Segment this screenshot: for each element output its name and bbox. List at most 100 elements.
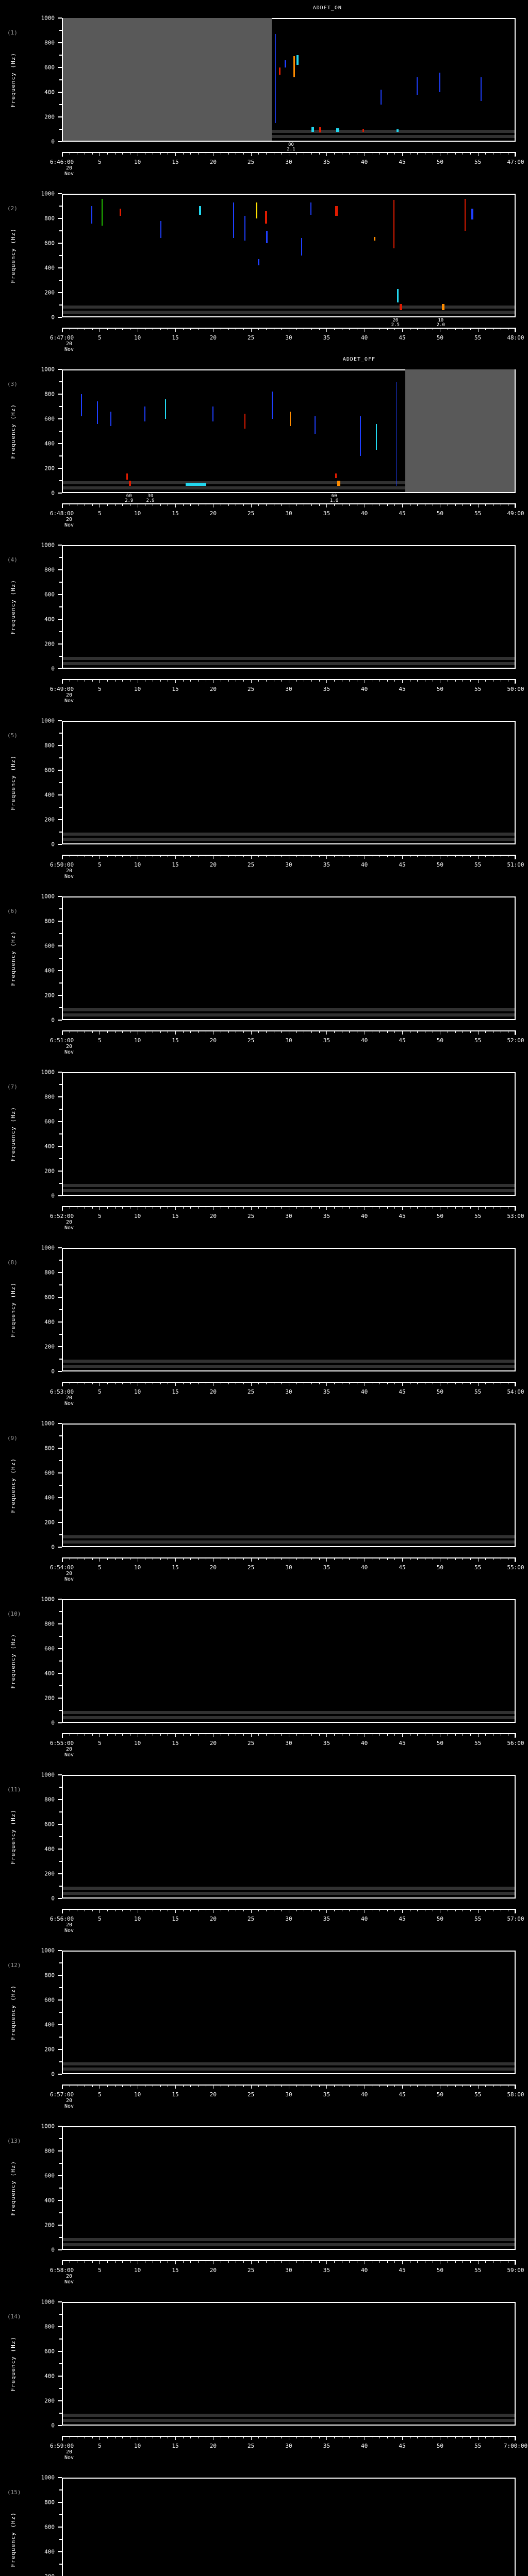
x-tick-minor	[485, 2260, 486, 2263]
x-tick-minor	[387, 1909, 388, 1911]
x-tick-label: 30	[285, 1213, 292, 1219]
x-axis-end-cap	[62, 2436, 63, 2441]
x-tick-label: 10	[134, 861, 141, 868]
x-tick-minor	[122, 328, 123, 330]
detection-trace	[275, 34, 276, 123]
y-tick-mark	[58, 2249, 62, 2250]
x-tick-label: 35	[323, 1740, 330, 1747]
x-tick-minor	[296, 1030, 297, 1033]
spectrogram-plot-area[interactable]	[62, 369, 516, 493]
y-tick-mark-minor	[59, 1660, 62, 1662]
x-tick-major	[326, 1382, 327, 1386]
x-tick-label: 45	[399, 159, 406, 165]
x-axis-end-cap	[62, 679, 63, 684]
spectrogram-panel: (12) Frequency (Hz) 0 200 400 600 800 1000 6:57:…	[0, 1933, 528, 2115]
spectrogram-plot-area[interactable]	[62, 1072, 516, 1196]
x-tick-label: 30	[285, 861, 292, 868]
spectrogram-plot-area[interactable]	[62, 18, 516, 142]
x-tick-minor	[114, 1382, 116, 1384]
spectrogram-panel: (13) Frequency (Hz) 0 200 400 600 800 1000 6:58:…	[0, 2108, 528, 2291]
detection-trace	[185, 482, 206, 486]
y-tick-mark	[58, 1171, 62, 1172]
x-tick-label: 15	[172, 510, 179, 517]
y-tick-mark	[58, 1698, 62, 1699]
x-tick-minor	[485, 1733, 486, 1736]
x-tick-minor	[114, 1557, 116, 1560]
x-tick-minor	[160, 1382, 161, 1384]
spectrogram-plot-area[interactable]	[62, 1951, 516, 2074]
y-tick-label: 400	[44, 89, 55, 96]
x-tick-label: 10	[134, 1564, 141, 1571]
x-tick-minor	[198, 1557, 199, 1560]
x-tick-minor	[319, 855, 320, 857]
y-tick-mark	[58, 844, 62, 845]
y-tick-label: 400	[44, 1143, 55, 1150]
y-tick-mark	[58, 1146, 62, 1147]
y-tick-mark-minor	[59, 2413, 62, 2414]
y-tick-mark	[58, 1950, 62, 1951]
y-tick-mark-minor	[59, 2061, 62, 2062]
x-tick-major	[251, 2084, 252, 2089]
y-tick-mark-minor	[59, 381, 62, 382]
x-axis-end-cap	[515, 1030, 516, 1035]
detection-trace	[97, 401, 98, 424]
x-tick-minor	[319, 328, 320, 330]
x-tick-label: 10	[134, 2443, 141, 2449]
x-tick-minor	[266, 152, 267, 155]
y-tick-mark	[58, 2049, 62, 2050]
x-tick-label: 30	[285, 1388, 292, 1395]
spectrogram-plot-area[interactable]	[62, 1599, 516, 1723]
detection-trace	[285, 60, 287, 67]
y-tick-mark-minor	[59, 656, 62, 657]
x-tick-minor	[296, 1557, 297, 1560]
y-tick-label: 400	[44, 2548, 55, 2555]
y-tick-mark-minor	[59, 557, 62, 558]
x-tick-minor	[258, 2084, 259, 2087]
spectrogram-plot-area[interactable]	[62, 545, 516, 669]
frequency-band-guide	[63, 1189, 515, 1192]
y-tick-mark	[58, 720, 62, 721]
x-tick-label: 40	[361, 334, 368, 341]
y-tick-mark	[58, 1321, 62, 1323]
x-tick-minor	[387, 2260, 388, 2263]
spectrogram-plot-area[interactable]	[62, 721, 516, 844]
x-tick-minor	[183, 328, 184, 330]
detection-trace	[376, 423, 377, 450]
x-tick-minor	[160, 152, 161, 155]
x-tick-minor	[417, 1382, 418, 1384]
y-axis: 0 200 400 600 800 1000	[0, 1597, 62, 1726]
x-tick-minor	[92, 1557, 93, 1560]
x-tick-minor	[228, 2084, 229, 2087]
y-tick-mark	[58, 1873, 62, 1874]
y-tick-label: 200	[44, 2397, 55, 2404]
spectrogram-plot-area[interactable]	[62, 1775, 516, 1899]
x-tick-major	[326, 1206, 327, 1210]
spectrogram-plot-area[interactable]	[62, 1248, 516, 1371]
x-tick-label: 50	[436, 1213, 443, 1219]
spectrogram-plot-area[interactable]	[62, 194, 516, 317]
y-tick-mark-minor	[59, 1710, 62, 1711]
x-tick-minor	[198, 1030, 199, 1033]
x-tick-minor	[387, 1206, 388, 1209]
x-tick-minor	[349, 679, 350, 682]
x-tick-minor	[198, 503, 199, 506]
y-tick-mark	[58, 443, 62, 444]
y-tick-mark	[58, 921, 62, 922]
x-tick-minor	[455, 328, 456, 330]
x-tick-minor	[394, 679, 395, 682]
y-tick-mark-minor	[59, 1133, 62, 1134]
x-tick-minor	[114, 679, 116, 682]
spectrogram-plot-area[interactable]	[62, 1423, 516, 1547]
spectrogram-plot-area[interactable]	[62, 2126, 516, 2250]
y-tick-label: 800	[44, 1620, 55, 1628]
x-tick-minor	[319, 1557, 320, 1560]
spectrogram-plot-area[interactable]	[62, 2478, 516, 2576]
y-axis: 0 200 400 600 800 1000	[0, 15, 62, 145]
spectrogram-plot-area[interactable]	[62, 2302, 516, 2426]
spectrogram-plot-area[interactable]	[62, 896, 516, 1020]
x-tick-minor	[243, 1382, 244, 1384]
y-tick-mark	[58, 945, 62, 946]
y-tick-mark	[58, 770, 62, 771]
x-tick-label: 45	[399, 1037, 406, 1044]
x-axis: 6:48:00 5 10 15 20 25 30 35 40 45 50 55 49:00 20 Nov …	[50, 503, 524, 534]
